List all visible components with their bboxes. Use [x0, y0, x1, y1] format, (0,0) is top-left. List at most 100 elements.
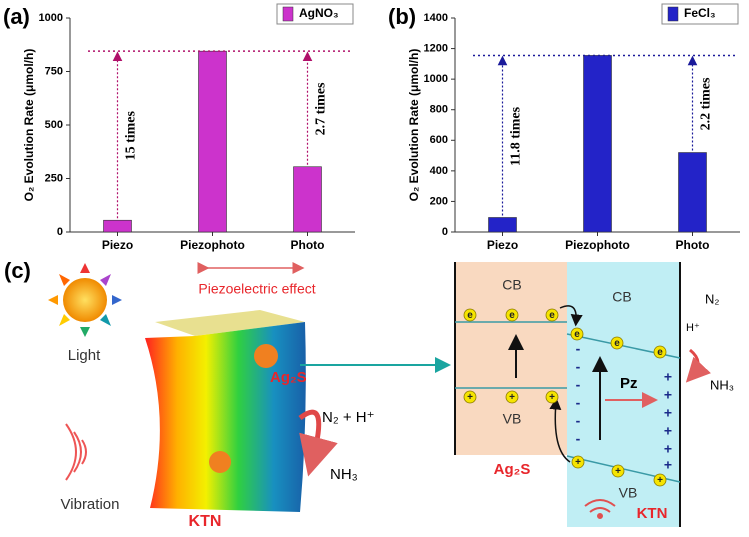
y-tick-label: 1000 — [39, 12, 63, 24]
vb-label: VB — [619, 485, 638, 501]
carrier — [611, 464, 625, 478]
crystal-top — [155, 310, 305, 336]
panel-label: (c) — [4, 258, 31, 283]
bar — [488, 217, 517, 233]
charge: - — [576, 413, 581, 429]
product-label: NH₃ — [330, 466, 358, 483]
carrier-symbol: e — [509, 310, 515, 321]
legend-swatch — [667, 6, 679, 22]
y-tick-label: 1400 — [424, 12, 448, 24]
carrier — [463, 390, 477, 404]
bar — [583, 55, 612, 233]
legend-label: AgNO₃ — [299, 6, 339, 20]
x-tick-label: Piezo — [102, 238, 133, 252]
carriers: e e e+ + +eee+++------++++++ — [463, 308, 672, 487]
ag2s-label: Ag₂S — [494, 461, 531, 478]
y-axis-label: O₂ Evolution Rate (μmol/h) — [407, 49, 421, 202]
charge: + — [664, 405, 672, 421]
cocatalyst-label: Ag₂S — [270, 369, 307, 386]
legend-swatch — [282, 6, 294, 22]
legend-box — [276, 3, 354, 25]
bar — [198, 50, 227, 233]
carrier-symbol: e — [614, 338, 620, 349]
h-label: H⁺ — [686, 322, 700, 334]
polarization-label: Pz — [620, 375, 638, 392]
carrier-symbol: e — [467, 310, 473, 321]
charge: - — [576, 359, 581, 375]
charge: + — [664, 457, 672, 473]
diagram: (c) Light Vibration Piezoelectric effect… — [4, 258, 734, 530]
reaction-arrow — [298, 409, 338, 477]
transfer-arrow — [549, 397, 571, 463]
carrier — [653, 473, 667, 487]
carrier-symbol: e — [549, 310, 555, 321]
reactants-label: N₂ + H⁺ — [322, 409, 375, 426]
vibration-icon — [584, 499, 616, 519]
ktn-label: KTN — [637, 505, 668, 522]
cb-label: CB — [502, 277, 521, 293]
x-tick-label: Photo — [676, 238, 710, 252]
vibration-icon — [65, 423, 87, 481]
y-tick-label: 750 — [45, 65, 63, 77]
carrier-symbol: + — [467, 392, 473, 403]
y-tick-label: 1000 — [424, 73, 448, 85]
particle — [209, 451, 231, 473]
carrier-symbol: + — [575, 457, 581, 468]
carrier — [571, 455, 585, 469]
ag2s-region — [455, 262, 567, 455]
reaction-arrow — [685, 348, 711, 383]
carrier-symbol: + — [615, 466, 621, 477]
carrier-symbol: e — [657, 347, 663, 358]
panel-label: (b) — [388, 4, 416, 29]
x-tick-label: Photo — [291, 238, 325, 252]
material-label: KTN — [189, 513, 222, 530]
light-label: Light — [68, 347, 101, 364]
panel-label: (a) — [3, 4, 30, 29]
bar — [293, 166, 322, 233]
y-tick-label: 0 — [442, 226, 448, 238]
x-tick-label: Piezo — [487, 238, 518, 252]
charge: - — [576, 377, 581, 393]
y-tick-label: 250 — [45, 172, 63, 184]
bar — [103, 219, 132, 233]
charge: + — [664, 423, 672, 439]
x-tick-label: Piezophoto — [180, 238, 245, 252]
y-tick-label: 500 — [45, 119, 63, 131]
y-tick-label: 400 — [430, 165, 448, 177]
carrier — [505, 308, 519, 322]
annotation: 2.7 times — [314, 82, 329, 135]
y-tick-label: 200 — [430, 195, 448, 207]
carrier-symbol: e — [574, 329, 580, 340]
carrier — [505, 390, 519, 404]
annotation: 15 times — [124, 110, 139, 160]
transfer-arrow — [559, 305, 583, 327]
y-tick-label: 800 — [430, 104, 448, 116]
effect-label: Piezoelectric effect — [198, 281, 315, 297]
cb-label: CB — [612, 289, 631, 305]
carrier — [610, 336, 624, 350]
charge: + — [664, 387, 672, 403]
x-tick-label: Piezophoto — [565, 238, 630, 252]
crystal — [145, 322, 306, 512]
carrier — [463, 308, 477, 322]
y-axis-label: O₂ Evolution Rate (μmol/h) — [22, 49, 36, 202]
carrier — [545, 308, 559, 322]
y-tick-label: 600 — [430, 134, 448, 146]
charge: - — [576, 395, 581, 411]
vb-label: VB — [503, 411, 522, 427]
particle — [254, 344, 278, 368]
legend-box — [661, 3, 739, 25]
carrier-symbol: + — [509, 392, 515, 403]
charge: + — [664, 441, 672, 457]
nh3-label: NH₃ — [710, 377, 734, 392]
legend-label: FeCl₃ — [684, 6, 716, 20]
y-tick-label: 0 — [57, 226, 63, 238]
carrier — [545, 390, 559, 404]
bar — [678, 152, 707, 233]
annotation: 2.2 times — [699, 77, 714, 130]
vibration-label: Vibration — [61, 496, 120, 513]
carrier — [653, 345, 667, 359]
annotation: 11.8 times — [509, 106, 524, 166]
carrier-symbol: + — [657, 475, 663, 486]
